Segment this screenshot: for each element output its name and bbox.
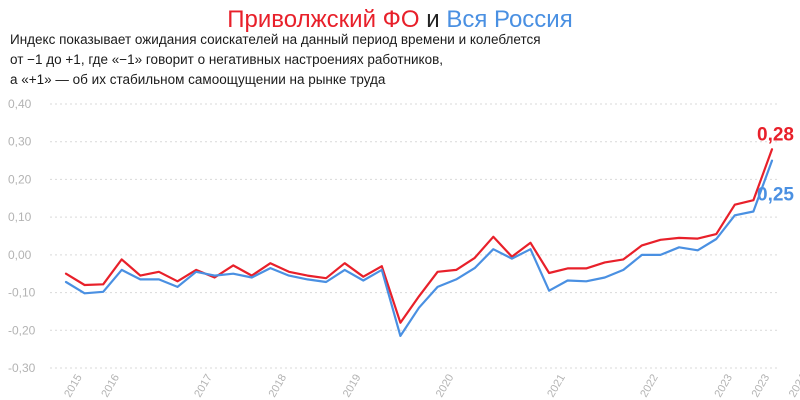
x-tick-label: 2018 [267,372,290,399]
x-tick-label: 2017 [192,372,215,399]
x-tick-label: 2020 [434,372,457,399]
end-value-label: 0,28 [757,124,794,145]
series-line [64,159,774,337]
x-tick-label: 2021 [545,372,568,399]
subtitle-line-3: а «+1» — об их стабильном самоощущении н… [10,72,386,87]
x-tick-label: 2022 [638,372,661,399]
x-tick-label: 2019 [341,372,364,399]
x-axis: 2015 2016 2017 2018 2019 2020 2021 2022 2023 2023… [62,372,800,399]
x-tick-label: 2023 [712,372,735,399]
title-russia: Вся Россия [446,6,573,33]
y-tick-label: 0,30 [8,135,32,149]
y-tick-label: 0,10 [8,210,32,224]
subtitle-line-1: Индекс показывает ожидания соискателей н… [10,32,541,47]
x-tick-label: 2024 [787,372,800,399]
y-tick-label: -0,20 [8,323,36,337]
y-tick-label: -0,30 [8,361,36,375]
title-conjunction: и [419,6,447,33]
y-axis: 0,40 0,30 0,20 0,10 0,00 -0,10 -0,20 -0,30 [8,97,36,375]
chart-title: Приволжский ФО и Вся Россия [0,6,800,34]
grid-lines [50,103,780,369]
x-tick-label: 2023 [750,372,773,399]
title-volga: Приволжский ФО [227,6,420,33]
y-tick-label: 0,20 [8,172,32,186]
end-labels: 0,28 0,25 [757,124,794,205]
y-tick-label: 0,40 [8,97,32,111]
chart-subtitle: Индекс показывает ожидания соискателей н… [10,30,690,90]
series-lines [64,148,774,337]
subtitle-line-2: от −1 до +1, где «−1» говорит о негативн… [10,52,444,67]
y-tick-label: -0,10 [8,286,36,300]
x-tick-label: 2015 [62,372,85,399]
series-line [64,148,774,324]
end-value-label: 0,25 [757,185,794,206]
y-tick-label: 0,00 [8,248,32,262]
x-tick-label: 2016 [99,372,122,399]
